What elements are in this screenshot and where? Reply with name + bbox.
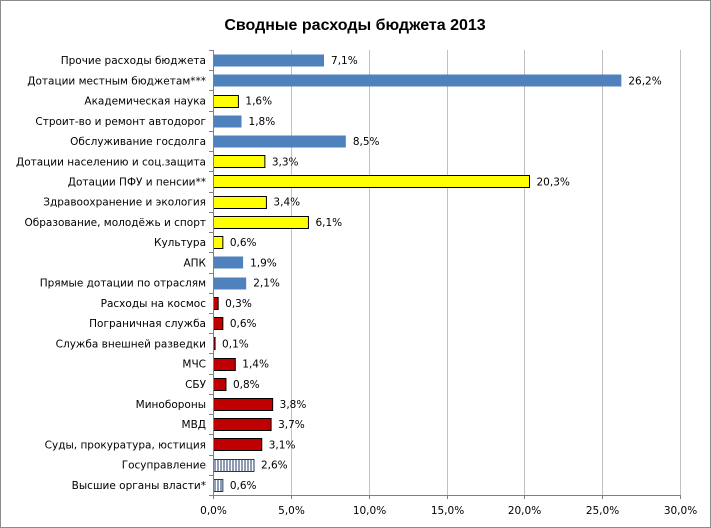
grid-layer [291, 50, 681, 495]
category-label: МВД [182, 419, 206, 431]
value-label: 3,7% [278, 419, 305, 431]
bar [213, 398, 274, 411]
value-label: 3,8% [280, 399, 307, 411]
value-label: 0,8% [233, 379, 260, 391]
category-label: СБУ [185, 379, 207, 391]
x-tick-label: 25,0% [586, 505, 619, 517]
value-label: 1,4% [242, 359, 269, 371]
bar [213, 378, 227, 391]
value-label: 1,9% [250, 257, 277, 269]
value-label: 3,3% [272, 156, 299, 168]
value-label: 6,1% [315, 217, 342, 229]
value-label: 3,1% [269, 439, 296, 451]
value-label: 1,8% [249, 116, 276, 128]
value-label: 2,6% [261, 460, 288, 472]
bar [213, 277, 247, 290]
category-label: МЧС [182, 359, 206, 371]
value-label: 0,6% [230, 480, 257, 492]
value-label: 0,3% [225, 298, 252, 310]
category-label: Служба внешней разведки [56, 338, 206, 350]
bar [213, 438, 263, 451]
value-label: 2,1% [253, 278, 280, 290]
category-label: Дотации населению и соц.защита [16, 156, 206, 168]
category-label: Высшие органы власти* [72, 480, 206, 492]
bar [213, 317, 224, 330]
bar [213, 216, 309, 229]
value-label: 0,6% [230, 318, 257, 330]
value-label: 3,4% [273, 197, 300, 209]
category-label: АПК [183, 257, 206, 269]
bar-layer: 7,1% 26,2% 1,6% 1,8% 8,5% 3,3% 20,3% 3,4% 6,1% 0,… [213, 54, 662, 492]
category-label: Минобороны [136, 399, 206, 411]
bar [213, 196, 267, 209]
category-label: Дотации местным бюджетам*** [27, 75, 206, 87]
category-label: Академическая наука [84, 96, 206, 108]
category-label: Строит-во и ремонт автодорог [35, 116, 206, 128]
axis-layer: 0,0% 5,0% 10,0% 15,0% 20,0% 25,0% 30,0% Прочие … [16, 50, 697, 517]
category-label: Госуправление [122, 460, 206, 472]
bar [213, 256, 244, 269]
x-tick-label: 5,0% [278, 505, 305, 517]
category-label: Прочие расходы бюджета [61, 55, 206, 67]
category-label: Культура [154, 237, 206, 249]
chart-title: Сводные расходы бюджета 2013 [224, 17, 485, 34]
category-label: Расходы на космос [101, 298, 207, 310]
category-label: Здравоохранение и экология [43, 197, 206, 209]
value-label: 7,1% [331, 55, 358, 67]
value-label: 0,6% [230, 237, 257, 249]
category-label: Дотации ПФУ и пенсии** [68, 176, 206, 188]
bar [213, 459, 255, 472]
value-label: 8,5% [353, 136, 380, 148]
category-label: Пограничная служба [89, 318, 206, 330]
bar [213, 479, 224, 492]
value-label: 20,3% [537, 176, 570, 188]
x-tick-label: 30,0% [664, 505, 697, 517]
value-label: 1,6% [245, 96, 272, 108]
x-tick-label: 20,0% [508, 505, 541, 517]
category-label: Обслуживание госдолга [70, 136, 206, 148]
value-label: 0,1% [222, 338, 249, 350]
bar [213, 358, 236, 371]
bar [213, 175, 531, 188]
x-tick-label: 15,0% [431, 505, 464, 517]
category-label: Прямые дотации по отраслям [40, 278, 206, 290]
bar [213, 236, 224, 249]
x-tick-label: 0,0% [200, 505, 227, 517]
value-label: 26,2% [628, 75, 661, 87]
bar [213, 54, 325, 67]
x-tick-label: 10,0% [353, 505, 386, 517]
category-label: Суды, прокуратура, юстиция [45, 439, 206, 451]
bar [213, 418, 272, 431]
category-label: Образование, молодёжь и спорт [25, 217, 206, 229]
bar [213, 135, 346, 148]
bar [213, 74, 622, 87]
bar [213, 297, 219, 310]
bar [213, 95, 239, 108]
bar [213, 155, 266, 168]
bar [213, 115, 242, 128]
